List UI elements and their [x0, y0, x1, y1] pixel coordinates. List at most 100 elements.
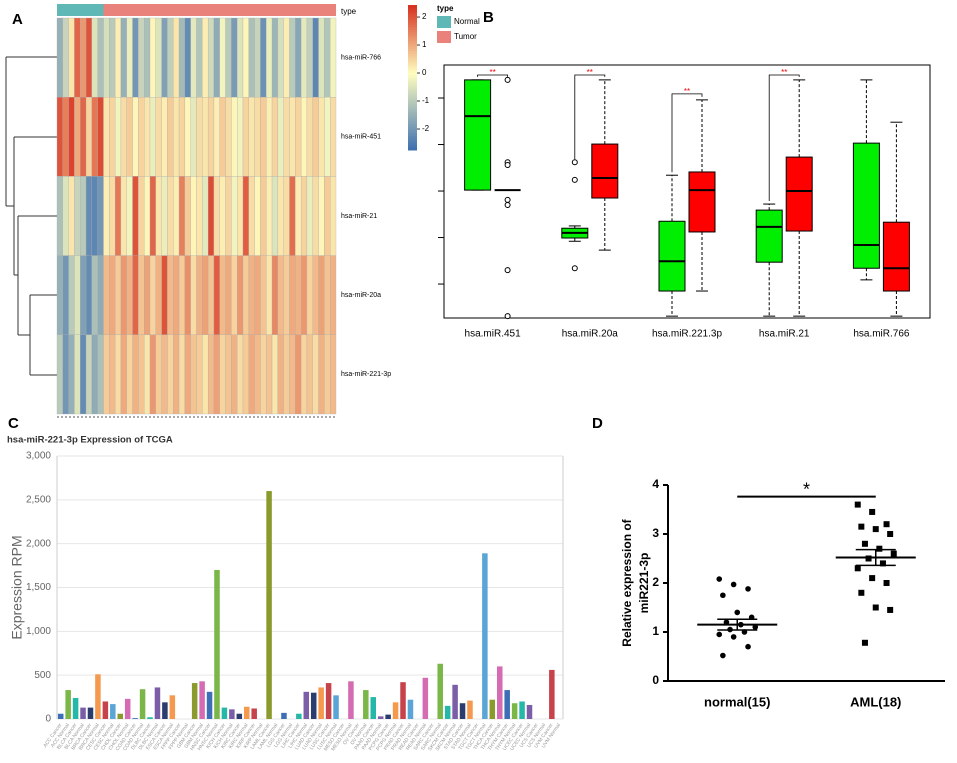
bar: [199, 681, 205, 719]
heatmap-cell: [283, 334, 290, 415]
heatmap-cell: [114, 255, 122, 335]
colorbar-slice: [408, 108, 417, 112]
heatmap-cell: [219, 17, 226, 98]
box: [882, 221, 910, 292]
heatmap-cell: [242, 255, 249, 335]
heatmap-cell: [219, 97, 226, 177]
heatmap-cell: [68, 255, 75, 335]
bar: [87, 707, 94, 719]
bar: [214, 569, 220, 719]
heatmap-cell: [300, 17, 308, 98]
heatmap-cell: [173, 17, 180, 98]
heatmap-cell: [248, 255, 255, 335]
heatmap-cell: [213, 176, 220, 256]
legend-label: Tumor: [454, 32, 477, 41]
heatmap-cell: [196, 334, 203, 415]
row-label: hsa-miR-21: [341, 213, 377, 220]
heatmap-cell: [62, 17, 69, 98]
colorbar-slice: [408, 38, 417, 42]
heatmap-cell: [62, 334, 69, 415]
heatmap-cell: [271, 176, 279, 256]
heatmap-cell: [62, 255, 69, 335]
heatmap-cell: [149, 17, 156, 98]
colorbar-slice: [408, 48, 417, 52]
y-axis-label: Relative expression of: [620, 518, 634, 646]
heatmap-cell: [318, 176, 325, 256]
row-label: hsa-miR-221-3p: [341, 371, 391, 378]
heatmap-cell: [312, 255, 319, 335]
heatmap-cell: [74, 17, 81, 98]
colorbar-slice: [408, 106, 417, 110]
heatmap-cell: [277, 334, 284, 415]
heatmap-cell: [149, 97, 156, 177]
heatmap-cell: [266, 17, 273, 98]
colorbar-slice: [408, 70, 417, 74]
box: [785, 156, 813, 232]
y-tick-label: 2,000: [26, 538, 51, 549]
heatmap-cell: [190, 255, 197, 335]
significance-bracket: [671, 93, 703, 173]
legend-title: type: [437, 4, 454, 13]
data-point: [720, 652, 726, 659]
heatmap-cell: [91, 255, 98, 335]
heatmap-cell: [91, 97, 98, 177]
heatmap-cell: [318, 334, 325, 415]
heatmap-cell: [161, 176, 168, 256]
outlier: [504, 76, 511, 83]
colorbar-slice: [408, 58, 417, 62]
heatmap-cell: [295, 255, 302, 335]
data-point: [716, 631, 723, 638]
heatmap-cell: [120, 176, 127, 256]
data-point: [854, 501, 861, 508]
heatmap-cell: [242, 17, 249, 98]
data-point: [720, 592, 726, 599]
bar: [385, 714, 391, 719]
bar: [132, 718, 138, 719]
heatmap-cell: [120, 97, 127, 177]
bar: [370, 697, 377, 719]
colorbar-slice: [408, 113, 417, 117]
heatmap-cell: [144, 176, 151, 256]
heatmap-cell: [103, 334, 110, 415]
heatmap-cell: [300, 255, 308, 335]
bar: [348, 681, 354, 719]
colorbar-slice: [408, 77, 417, 81]
heatmap-cell: [318, 255, 325, 335]
y-tick-label: 0: [652, 673, 659, 687]
heatmap-cell: [126, 17, 133, 98]
bar: [296, 713, 302, 719]
heatmap-cell: [242, 334, 249, 415]
heatmap-cell: [237, 97, 244, 177]
heatmap-cell: [289, 97, 296, 177]
heatmap-cell: [80, 176, 87, 256]
bar: [147, 717, 153, 719]
heatmap-cell: [277, 255, 284, 335]
y-axis-label: Expression RPM: [9, 535, 25, 639]
y-tick-label: 2: [652, 575, 659, 589]
heatmap-cell: [190, 97, 197, 177]
colorbar-slice: [408, 5, 417, 8]
heatmap-cell: [231, 334, 238, 415]
heatmap-cell: [306, 334, 313, 415]
row-label: hsa-miR-451: [341, 134, 381, 141]
bar: [191, 683, 198, 719]
data-point: [861, 639, 868, 646]
bar: [407, 699, 414, 719]
heatmap-cell: [283, 255, 290, 335]
heatmap-cell: [237, 334, 244, 415]
heatmap-cell: [260, 97, 267, 177]
heatmap-cell: [289, 255, 296, 335]
heatmap-cell: [254, 255, 261, 335]
heatmap-cell: [184, 334, 191, 415]
colorbar-tick-label: -2: [422, 124, 430, 133]
box: [688, 171, 716, 233]
heatmap-cell: [213, 334, 220, 415]
data-point: [872, 604, 879, 611]
heatmap-cell: [196, 17, 203, 98]
panel-label: A: [12, 11, 23, 28]
box: [755, 209, 783, 263]
heatmap-cell: [289, 176, 296, 256]
heatmap-cell: [225, 334, 232, 415]
panel-label: D: [592, 415, 603, 432]
